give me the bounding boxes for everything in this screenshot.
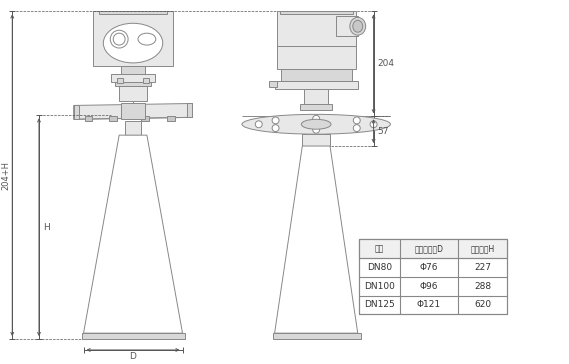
Bar bbox=[358, 239, 507, 258]
Text: 620: 620 bbox=[474, 300, 491, 309]
Circle shape bbox=[353, 117, 360, 124]
Polygon shape bbox=[73, 103, 192, 119]
Text: 喇叭高度H: 喇叭高度H bbox=[471, 244, 494, 253]
Bar bbox=[273, 333, 361, 339]
Text: 喇叭口直径D: 喇叭口直径D bbox=[415, 244, 443, 253]
Polygon shape bbox=[112, 74, 155, 82]
Bar bbox=[109, 116, 117, 121]
Bar bbox=[167, 116, 175, 121]
Text: Φ76: Φ76 bbox=[420, 263, 438, 272]
Ellipse shape bbox=[242, 114, 390, 134]
Circle shape bbox=[313, 126, 320, 133]
Text: 法兰: 法兰 bbox=[375, 244, 384, 253]
Circle shape bbox=[313, 115, 320, 122]
Polygon shape bbox=[119, 86, 147, 102]
Polygon shape bbox=[302, 134, 330, 146]
Circle shape bbox=[110, 30, 128, 48]
Ellipse shape bbox=[302, 119, 331, 129]
Text: H: H bbox=[43, 223, 50, 232]
Polygon shape bbox=[275, 81, 358, 88]
Text: Φ96: Φ96 bbox=[420, 282, 438, 290]
Bar bbox=[85, 116, 92, 121]
Polygon shape bbox=[73, 106, 79, 119]
Polygon shape bbox=[187, 103, 192, 117]
Polygon shape bbox=[304, 88, 328, 104]
Circle shape bbox=[370, 121, 377, 128]
Bar bbox=[336, 16, 358, 36]
Polygon shape bbox=[121, 66, 145, 74]
Ellipse shape bbox=[104, 23, 163, 63]
Polygon shape bbox=[281, 69, 352, 81]
Text: DN100: DN100 bbox=[364, 282, 395, 290]
Bar bbox=[128, 48, 138, 55]
Circle shape bbox=[113, 33, 125, 45]
Ellipse shape bbox=[138, 33, 156, 45]
Polygon shape bbox=[93, 11, 172, 66]
Bar bbox=[279, 11, 353, 15]
Polygon shape bbox=[125, 121, 141, 135]
Bar bbox=[141, 116, 149, 121]
Polygon shape bbox=[100, 11, 167, 15]
Polygon shape bbox=[300, 104, 332, 110]
Bar bbox=[358, 239, 507, 314]
Text: 227: 227 bbox=[474, 263, 491, 272]
Text: 204: 204 bbox=[378, 59, 394, 68]
Text: DN125: DN125 bbox=[364, 300, 395, 309]
Bar bbox=[81, 333, 184, 339]
Ellipse shape bbox=[350, 17, 366, 35]
Bar bbox=[277, 11, 356, 69]
Ellipse shape bbox=[353, 20, 362, 32]
Circle shape bbox=[353, 124, 360, 131]
Bar bbox=[143, 78, 149, 83]
Text: Φ121: Φ121 bbox=[417, 300, 441, 309]
Circle shape bbox=[272, 117, 279, 124]
Polygon shape bbox=[84, 135, 183, 333]
Circle shape bbox=[272, 124, 279, 131]
Text: 57: 57 bbox=[378, 127, 389, 136]
Bar bbox=[121, 103, 145, 119]
Circle shape bbox=[255, 121, 262, 128]
Text: 204+H: 204+H bbox=[1, 161, 10, 190]
Text: 288: 288 bbox=[474, 282, 491, 290]
Polygon shape bbox=[275, 146, 358, 333]
Bar bbox=[117, 78, 123, 83]
Bar bbox=[130, 50, 136, 54]
Text: DN80: DN80 bbox=[367, 263, 392, 272]
Text: D: D bbox=[130, 352, 137, 361]
Polygon shape bbox=[115, 82, 151, 86]
Bar bbox=[269, 81, 277, 87]
